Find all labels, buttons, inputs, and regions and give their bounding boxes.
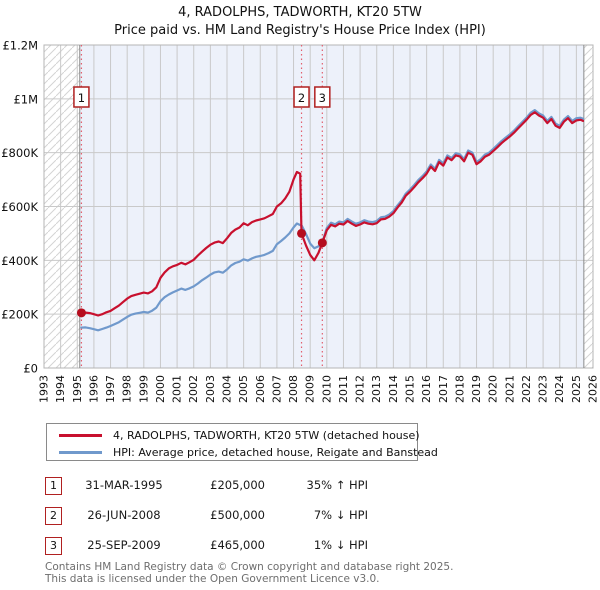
x-axis-label: 2001 [171,375,184,403]
sale-number-box-label: 2 [298,91,305,105]
price-history-chart: £0 £200K £400K £600K £800K £1M £1.2M 1993 1994 19… [1,40,600,403]
x-axis-label: 2012 [354,375,367,403]
y-axis-label: £200K [1,308,38,322]
x-axis-label: 2003 [204,375,217,403]
sale-number-box-3 [314,86,331,108]
legend-item-price-paid: 4, RADOLPHS, TADWORTH, KT20 5TW (detache… [47,427,420,444]
page-title: 4, RADOLPHS, TADWORTH, KT20 5TW [178,5,422,20]
x-axis-label: 2022 [520,375,533,403]
legend-label: 4, RADOLPHS, TADWORTH, KT20 5TW (detache… [113,429,420,442]
sale-price: £500,000 [210,508,265,522]
sale-price: £205,000 [210,478,265,492]
page-subtitle: Price paid vs. HM Land Registry's House … [114,23,486,38]
x-axis-label: 2009 [304,375,317,403]
x-axis-label: 2007 [270,375,283,403]
y-axis-label: £1M [13,92,38,106]
sale-price: £465,000 [210,538,265,552]
x-axis-label: 2000 [154,375,167,403]
sale-row: 2 26-JUN-2008 £500,000 7% ↓ HPI [0,507,600,527]
x-axis-label: 2017 [437,375,450,403]
legend-label: HPI: Average price, detached house, Reig… [113,446,438,459]
sale-hpi-delta: 7% ↓ HPI [313,508,368,522]
x-axis-label: 2020 [487,375,500,403]
x-axis-label: 1996 [87,375,100,403]
y-axis-label: £600K [1,200,38,214]
sale-point-1 [76,308,86,318]
footer-line-2: This data is licensed under the Open Gov… [45,573,380,585]
sale-hpi-delta: 1% ↓ HPI [313,538,368,552]
y-axis-label: £0 [23,362,38,376]
y-axis-label: £400K [1,254,38,268]
x-axis-label: 1998 [121,375,134,403]
y-axis-label: £1.2M [2,40,38,53]
x-axis-label: 1995 [71,375,84,403]
x-axis-label: 2019 [470,375,483,403]
sale-row: 1 31-MAR-1995 £205,000 35% ↑ HPI [0,477,600,497]
x-axis-label: 1997 [104,375,117,403]
hpi-line-swatch [59,451,102,454]
x-axis-label: 2026 [587,375,600,403]
sale-point-2 [297,228,307,238]
price-paid-line-swatch [59,434,102,437]
x-axis-label: 2002 [187,375,200,403]
price-paid-series-line [80,111,585,317]
x-axis-label: 2011 [337,375,350,403]
x-axis-label: 2018 [453,375,466,403]
x-axis-label: 2004 [221,375,234,403]
sale-number-badge: 1 [45,477,62,495]
legend: 4, RADOLPHS, TADWORTH, KT20 5TW (detache… [46,423,438,461]
sale-hpi-delta: 35% ↑ HPI [306,478,368,492]
x-axis-label: 1994 [54,375,67,403]
x-axis-label: 2014 [387,375,400,403]
x-axis-label: 2021 [503,375,516,403]
sale-number-badge: 3 [45,537,62,555]
x-axis-label: 2008 [287,375,300,403]
sale-number-badge: 2 [45,507,62,525]
x-axis-label: 2025 [570,375,583,403]
x-axis-label: 2013 [370,375,383,403]
plot-border [43,44,594,369]
footer-line-1: Contains HM Land Registry data © Crown c… [45,561,454,573]
x-axis-label: 2015 [404,375,417,403]
x-axis-label: 1999 [137,375,150,403]
sale-number-box-label: 1 [78,91,85,105]
sale-date: 26-JUN-2008 [87,508,161,522]
sale-date: 25-SEP-2009 [87,538,161,552]
sale-date: 31-MAR-1995 [85,478,163,492]
x-axis-label: 2006 [254,375,267,403]
x-axis-label: 2010 [320,375,333,403]
x-axis-label: 2024 [553,375,566,403]
x-axis-label: 2005 [237,375,250,403]
sale-number-box-label: 3 [319,91,326,105]
sale-number-box-1 [73,86,90,108]
x-axis-label: 1993 [38,375,51,403]
legend-item-hpi: HPI: Average price, detached house, Reig… [47,444,438,461]
sale-number-box-2 [293,86,310,108]
x-axis-label: 2016 [420,375,433,403]
license-footer: Contains HM Land Registry data © Crown c… [45,561,585,585]
y-axis-label: £800K [1,146,38,160]
x-axis-label: 2023 [537,375,550,403]
sale-row: 3 25-SEP-2009 £465,000 1% ↓ HPI [0,537,600,557]
hpi-series-line [80,108,585,332]
sale-point-3 [317,238,327,248]
